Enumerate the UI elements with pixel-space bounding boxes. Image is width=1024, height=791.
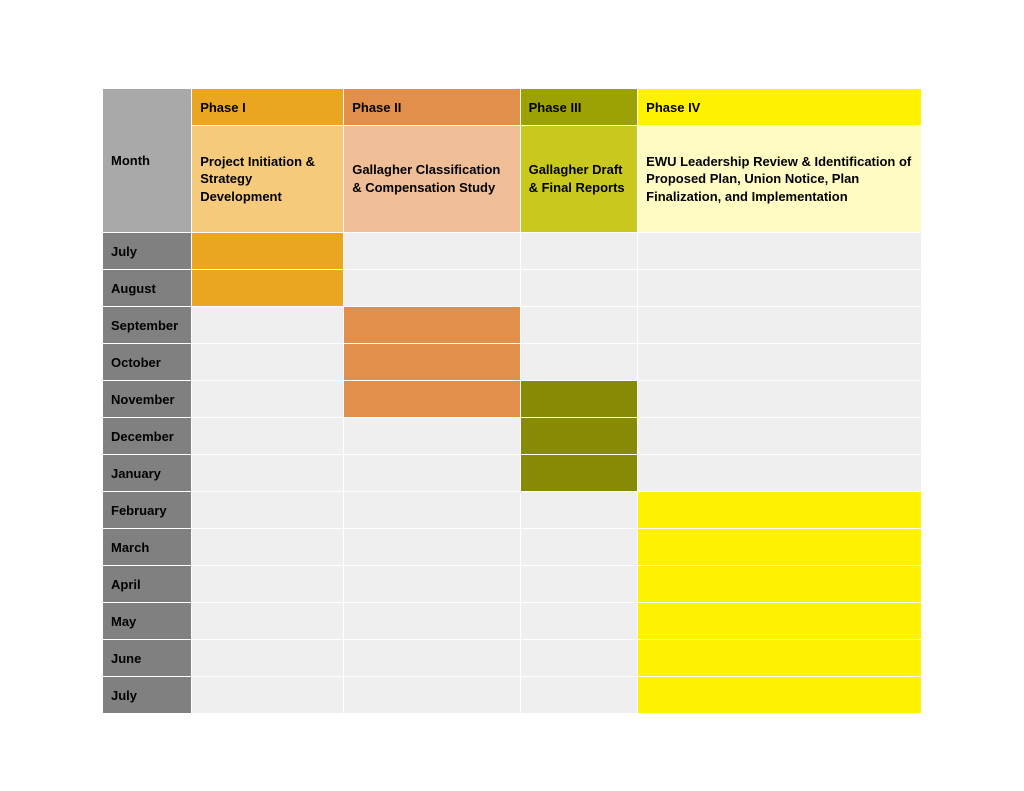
gantt-cell — [344, 418, 520, 455]
gantt-cell — [638, 492, 922, 529]
gantt-row: May — [103, 603, 922, 640]
gantt-row: March — [103, 529, 922, 566]
gantt-cell — [344, 492, 520, 529]
phase-4-title: Phase IV — [638, 89, 922, 126]
gantt-cell — [638, 566, 922, 603]
month-label: January — [103, 455, 192, 492]
phase-2-desc: Gallagher Classification & Compensation … — [344, 126, 520, 233]
gantt-cell — [192, 677, 344, 714]
month-label: September — [103, 307, 192, 344]
gantt-row: July — [103, 677, 922, 714]
phase-1-title: Phase I — [192, 89, 344, 126]
month-label: June — [103, 640, 192, 677]
gantt-cell — [520, 640, 638, 677]
gantt-cell — [520, 233, 638, 270]
gantt-table: Month Phase I Phase II Phase III Phase I… — [102, 88, 922, 714]
gantt-cell — [638, 344, 922, 381]
gantt-cell — [520, 529, 638, 566]
month-label: August — [103, 270, 192, 307]
gantt-cell — [520, 566, 638, 603]
gantt-cell — [192, 381, 344, 418]
gantt-cell — [520, 455, 638, 492]
gantt-cell — [192, 307, 344, 344]
phase-3-desc: Gallagher Draft & Final Reports — [520, 126, 638, 233]
gantt-cell — [638, 233, 922, 270]
gantt-cell — [344, 566, 520, 603]
gantt-row: October — [103, 344, 922, 381]
gantt-row: February — [103, 492, 922, 529]
gantt-cell — [638, 381, 922, 418]
gantt-cell — [520, 677, 638, 714]
gantt-row: December — [103, 418, 922, 455]
phase-desc-row: Project Initiation & Strategy Developmen… — [103, 126, 922, 233]
gantt-row: June — [103, 640, 922, 677]
gantt-cell — [344, 677, 520, 714]
gantt-cell — [344, 603, 520, 640]
month-label: May — [103, 603, 192, 640]
gantt-cell — [520, 307, 638, 344]
gantt-cell — [344, 307, 520, 344]
month-header-cell: Month — [103, 89, 192, 233]
gantt-cell — [520, 381, 638, 418]
month-label: November — [103, 381, 192, 418]
phase-4-desc: EWU Leadership Review & Identification o… — [638, 126, 922, 233]
gantt-cell — [520, 270, 638, 307]
gantt-row: September — [103, 307, 922, 344]
phase-1-desc: Project Initiation & Strategy Developmen… — [192, 126, 344, 233]
gantt-cell — [192, 492, 344, 529]
gantt-row: January — [103, 455, 922, 492]
gantt-cell — [638, 529, 922, 566]
month-label: March — [103, 529, 192, 566]
gantt-cell — [638, 307, 922, 344]
gantt-row: April — [103, 566, 922, 603]
gantt-cell — [192, 455, 344, 492]
gantt-cell — [192, 233, 344, 270]
gantt-cell — [344, 640, 520, 677]
gantt-cell — [638, 270, 922, 307]
gantt-cell — [344, 270, 520, 307]
gantt-cell — [638, 418, 922, 455]
gantt-cell — [520, 344, 638, 381]
phase-3-title: Phase III — [520, 89, 638, 126]
gantt-cell — [520, 603, 638, 640]
gantt-cell — [192, 344, 344, 381]
phase-2-title: Phase II — [344, 89, 520, 126]
gantt-cell — [344, 529, 520, 566]
gantt-row: November — [103, 381, 922, 418]
month-label: February — [103, 492, 192, 529]
month-label: October — [103, 344, 192, 381]
month-label: April — [103, 566, 192, 603]
gantt-body: JulyAugustSeptemberOctoberNovemberDecemb… — [103, 233, 922, 714]
gantt-cell — [638, 640, 922, 677]
gantt-cell — [344, 381, 520, 418]
gantt-cell — [520, 492, 638, 529]
month-label: December — [103, 418, 192, 455]
gantt-row: July — [103, 233, 922, 270]
gantt-cell — [192, 566, 344, 603]
gantt-cell — [638, 455, 922, 492]
gantt-cell — [192, 640, 344, 677]
month-label: July — [103, 677, 192, 714]
gantt-cell — [344, 344, 520, 381]
gantt-cell — [192, 529, 344, 566]
gantt-cell — [638, 603, 922, 640]
gantt-row: August — [103, 270, 922, 307]
gantt-cell — [344, 233, 520, 270]
gantt-cell — [192, 603, 344, 640]
phase-title-row: Month Phase I Phase II Phase III Phase I… — [103, 89, 922, 126]
gantt-cell — [192, 270, 344, 307]
gantt-cell — [638, 677, 922, 714]
gantt-cell — [192, 418, 344, 455]
gantt-cell — [520, 418, 638, 455]
gantt-cell — [344, 455, 520, 492]
month-label: July — [103, 233, 192, 270]
